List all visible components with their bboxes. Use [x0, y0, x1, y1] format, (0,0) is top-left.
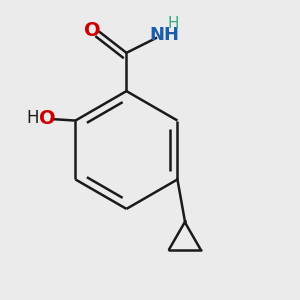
Text: O: O — [84, 21, 101, 40]
Text: H: H — [26, 109, 39, 127]
Text: H: H — [167, 16, 179, 31]
Text: NH: NH — [150, 26, 180, 44]
Text: O: O — [39, 109, 55, 128]
